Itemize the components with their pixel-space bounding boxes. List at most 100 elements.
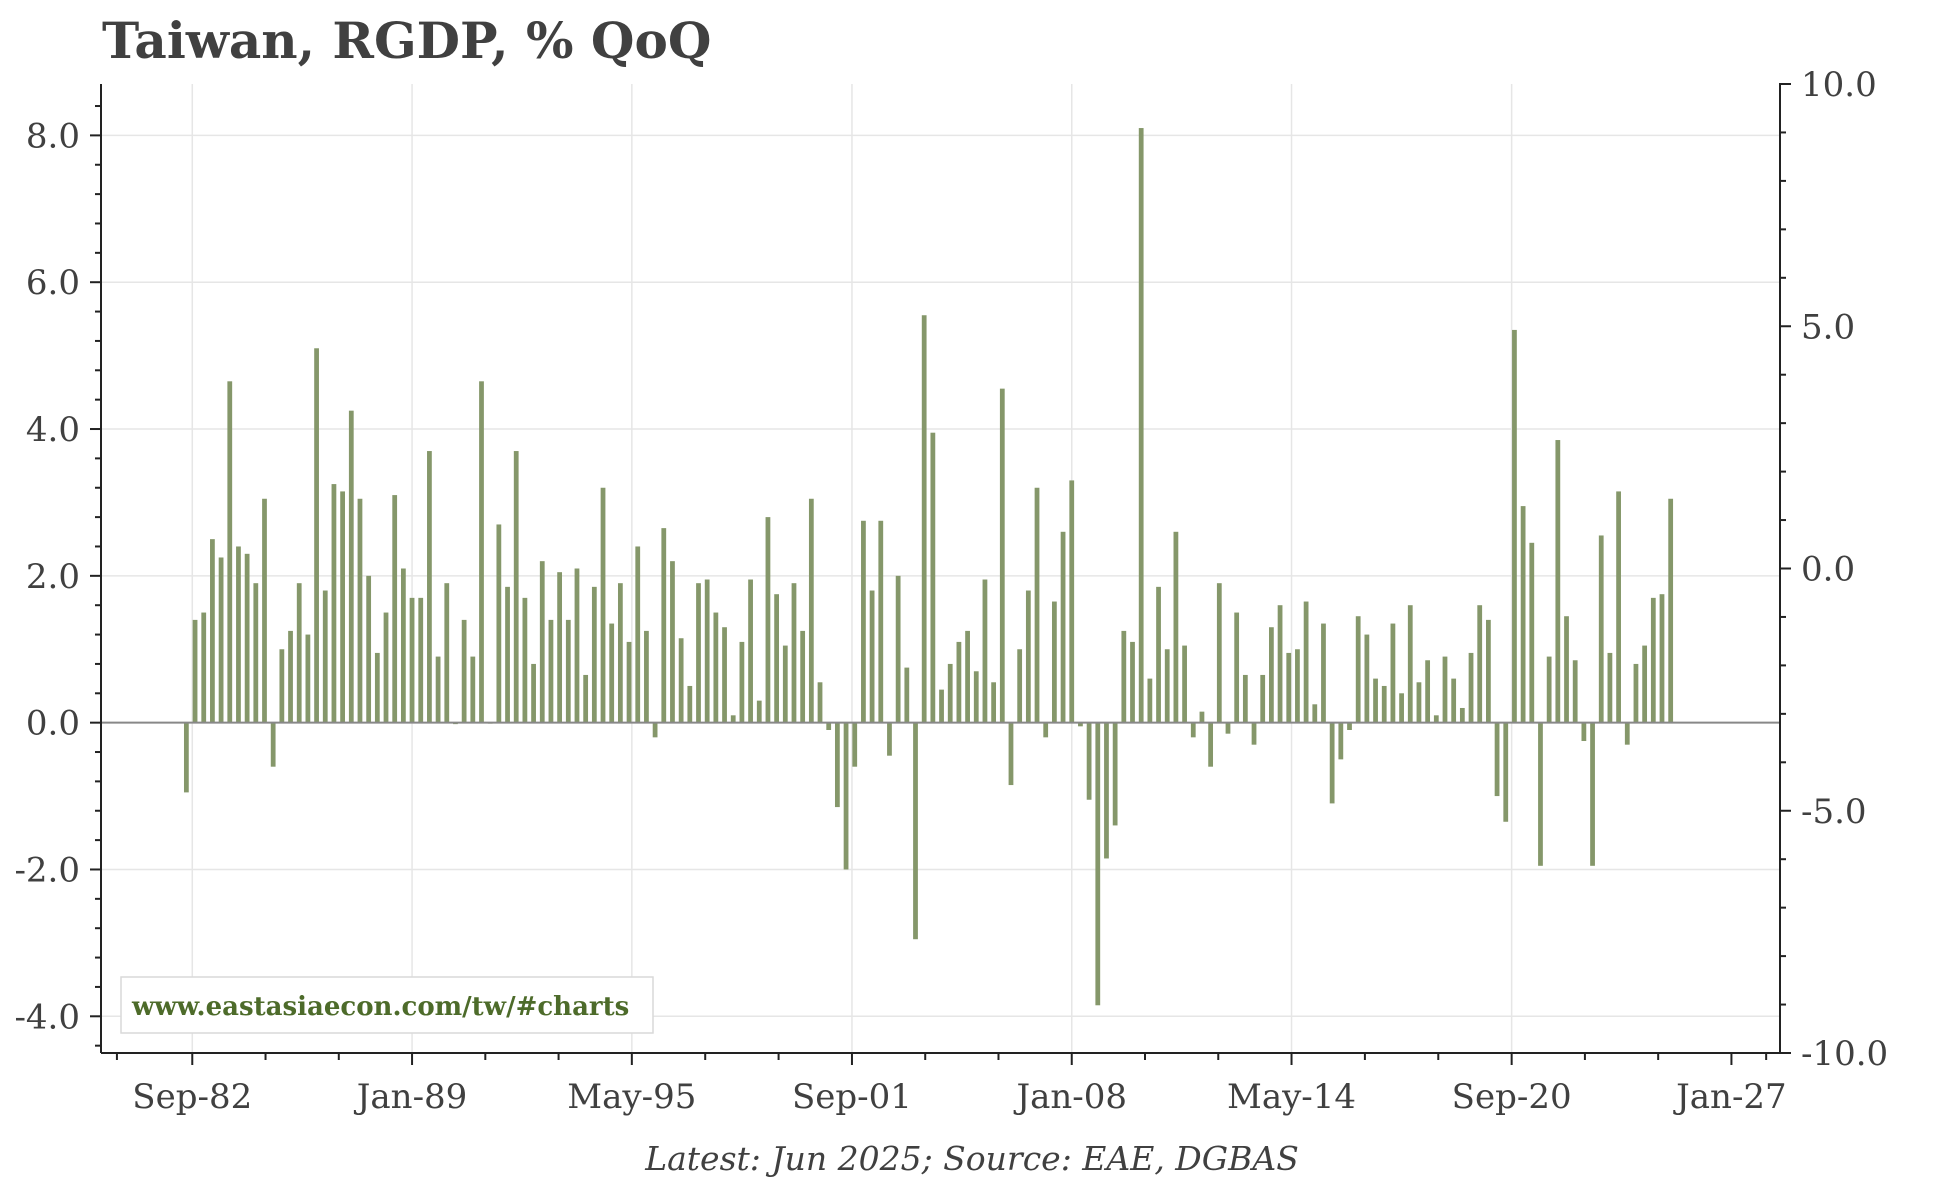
bar	[1529, 542, 1535, 723]
bar	[1616, 491, 1621, 723]
bar	[192, 619, 198, 723]
watermark-link[interactable]: www.eastasiaecon.com/tw/#charts	[131, 992, 629, 1022]
bar	[1590, 722, 1595, 866]
bar	[1373, 678, 1378, 723]
bar	[1312, 704, 1318, 723]
bar	[435, 656, 441, 723]
bar	[973, 671, 979, 723]
bar	[817, 682, 823, 723]
bar	[1147, 678, 1153, 723]
bar	[635, 546, 641, 723]
bar	[1407, 605, 1413, 723]
bar	[1468, 652, 1474, 723]
bar	[591, 586, 597, 723]
bar	[1512, 329, 1517, 723]
bar	[765, 517, 771, 723]
bar	[1668, 498, 1674, 723]
chart-title: Taiwan, RGDP, % QoQ	[102, 11, 711, 70]
bar	[1043, 722, 1049, 738]
bar	[1329, 722, 1335, 804]
bar	[418, 597, 424, 723]
bar	[288, 630, 293, 723]
bar	[574, 568, 580, 723]
bar-series	[183, 128, 1674, 1006]
x-tick-label: Sep-82	[132, 1077, 252, 1117]
bar	[1477, 605, 1483, 723]
bar	[1251, 722, 1257, 745]
bar	[409, 597, 415, 723]
bar	[531, 663, 536, 723]
bar	[982, 579, 988, 723]
bar	[400, 568, 406, 723]
bar	[296, 583, 302, 723]
bar	[1355, 616, 1361, 723]
bar	[1624, 722, 1630, 745]
bar	[730, 715, 736, 723]
bar	[513, 451, 519, 723]
right-tick-label: -10.0	[1801, 1034, 1888, 1074]
bar	[244, 553, 250, 723]
bar	[479, 381, 484, 723]
bar	[1086, 722, 1092, 800]
bar	[279, 649, 285, 723]
bar	[739, 641, 745, 723]
bar	[722, 627, 727, 723]
left-tick-label: -2.0	[14, 850, 80, 890]
bar	[357, 498, 363, 723]
bar	[1121, 630, 1127, 723]
bar	[782, 645, 788, 723]
bar	[1633, 663, 1639, 723]
bar	[1459, 707, 1465, 723]
bar	[583, 674, 589, 723]
watermark-box[interactable]: www.eastasiaecon.com/tw/#charts	[120, 976, 654, 1034]
bar	[999, 388, 1005, 723]
bar	[756, 700, 762, 723]
bar	[626, 641, 632, 723]
left-tick-label: 2.0	[26, 557, 80, 597]
x-tick-label: May-14	[1227, 1077, 1356, 1117]
bar	[904, 667, 910, 723]
bar	[661, 528, 667, 723]
bar	[1182, 645, 1187, 723]
bar	[565, 619, 571, 723]
bar	[1572, 660, 1578, 723]
bar	[1242, 674, 1248, 723]
bar	[548, 619, 554, 723]
x-tick-label: Jan-27	[1673, 1077, 1787, 1117]
left-y-ticks: -4.0 -2.0 0.0 2.0 4.0 6.0 8.0	[14, 105, 102, 1047]
bar	[895, 575, 901, 723]
bar	[652, 722, 658, 738]
bar	[1303, 601, 1309, 723]
bar	[1486, 619, 1491, 723]
bar	[713, 612, 719, 723]
x-tick-label: Sep-20	[1452, 1077, 1572, 1117]
x-ticks: Sep-82 Jan-89 May-95 Sep-01 Jan-08 May-14 Sep-…	[115, 1053, 1787, 1117]
right-tick-label: 0.0	[1801, 550, 1855, 590]
bar	[470, 656, 476, 723]
bar	[704, 579, 710, 723]
bar	[748, 579, 753, 723]
bar	[1164, 649, 1170, 723]
bar	[1034, 487, 1040, 723]
bar	[600, 487, 606, 723]
bar	[305, 634, 311, 723]
bar	[991, 682, 997, 723]
bar	[1130, 641, 1135, 723]
bar	[1607, 652, 1613, 723]
left-tick-label: 0.0	[26, 704, 80, 744]
bar	[1503, 722, 1509, 822]
bar	[930, 432, 936, 723]
bar	[1268, 627, 1274, 723]
bar	[1338, 722, 1344, 760]
source-note: Latest: Jun 2025; Source: EAE, DGBAS	[644, 1139, 1299, 1178]
bar	[210, 539, 215, 723]
bar	[1138, 128, 1144, 723]
bar	[965, 630, 970, 723]
right-tick-label: 5.0	[1801, 307, 1855, 347]
bar	[1659, 594, 1665, 723]
bar	[1390, 623, 1396, 723]
bar	[1381, 685, 1387, 723]
x-tick-label: Jan-08	[1013, 1077, 1127, 1117]
bar	[1156, 586, 1161, 723]
bar	[1538, 722, 1543, 866]
